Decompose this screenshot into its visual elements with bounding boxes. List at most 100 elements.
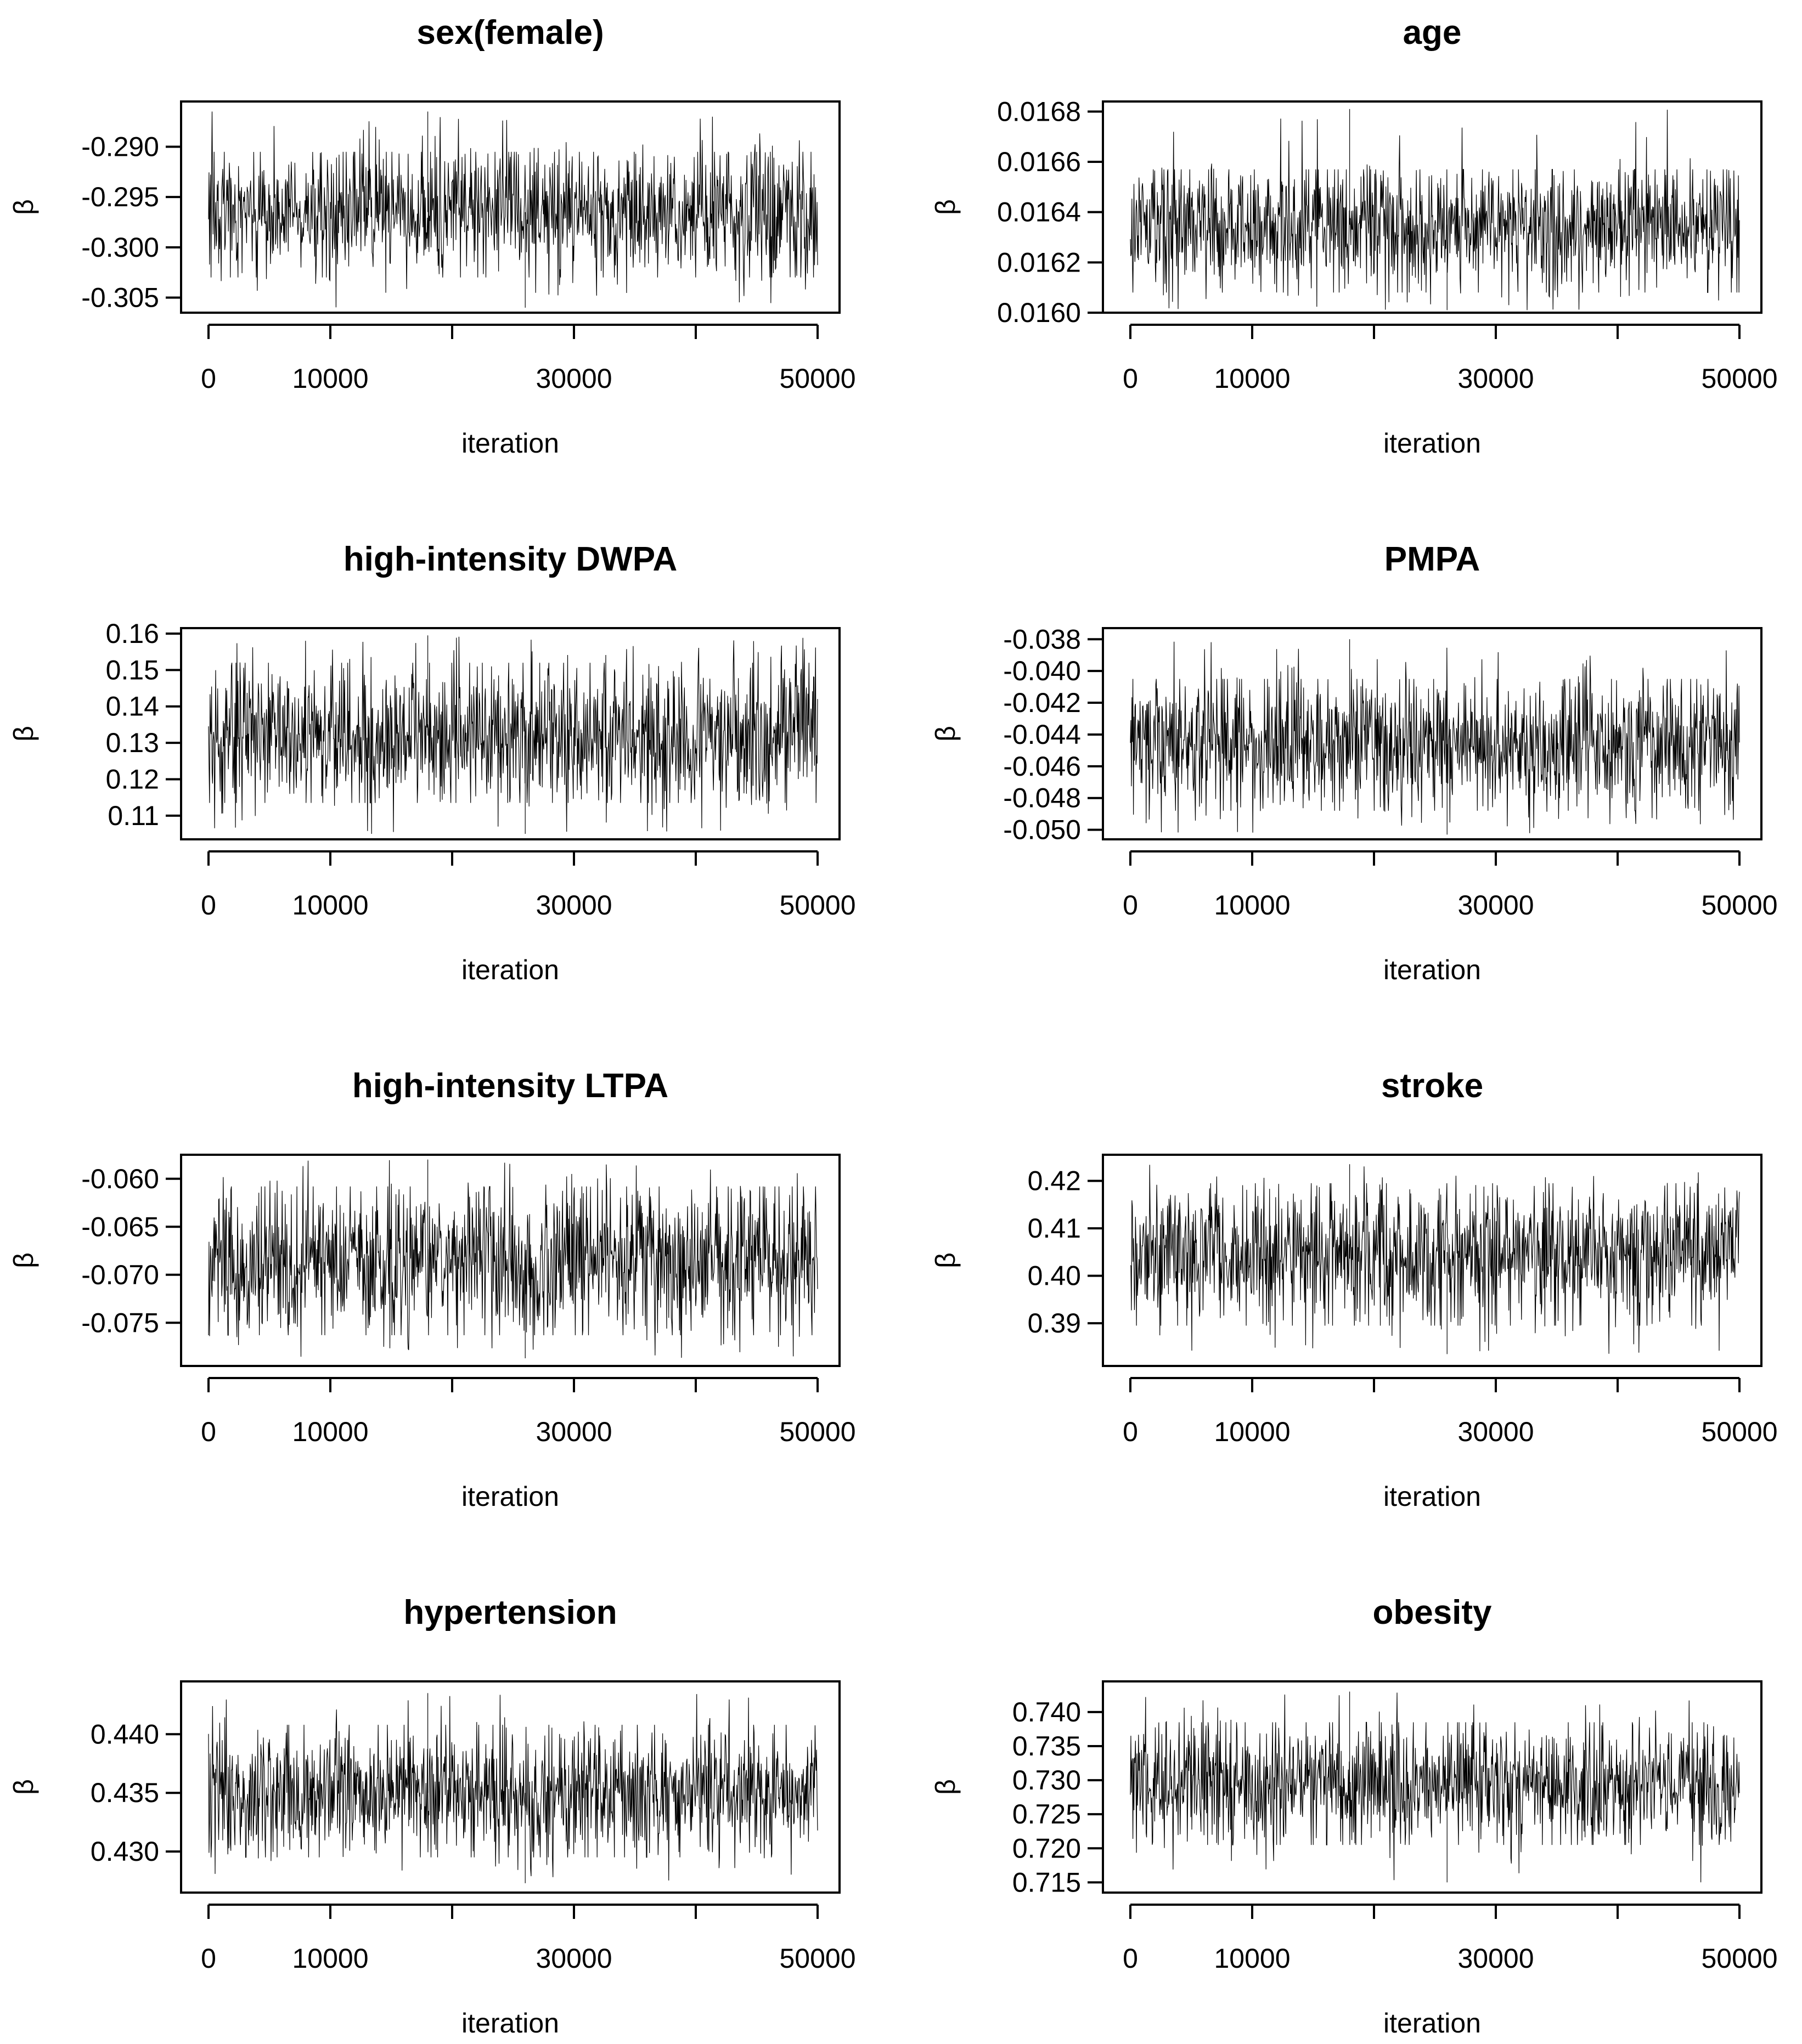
panel-title: high-intensity DWPA: [343, 540, 677, 578]
panel-title: stroke: [1381, 1067, 1483, 1105]
x-tick-label: 50000: [779, 1416, 855, 1447]
trace-line: [1130, 1165, 1740, 1354]
y-tick-label: 0.40: [1028, 1261, 1081, 1291]
panel-title: obesity: [1372, 1594, 1492, 1631]
y-tick-label: 0.440: [91, 1719, 159, 1749]
panel-title: sex(female): [416, 14, 604, 52]
x-tick-label: 0: [1123, 1943, 1138, 1974]
y-tick-label: -0.048: [1003, 783, 1081, 814]
y-tick-label: 0.730: [1012, 1765, 1081, 1795]
y-tick-label: 0.740: [1012, 1697, 1081, 1727]
y-tick-label: 0.0168: [997, 96, 1081, 127]
x-tick-label: 50000: [779, 1943, 855, 1974]
x-tick-label: 10000: [1214, 363, 1290, 394]
y-tick-label: 0.715: [1012, 1867, 1081, 1898]
y-axis-label: β: [8, 726, 39, 742]
x-tick-label: 10000: [292, 363, 368, 394]
x-tick-label: 30000: [1457, 1416, 1534, 1447]
y-tick-label: -0.075: [81, 1307, 159, 1338]
trace-panel: hypertension 0.440 0.435 0.430 β 0 10000 30000 5…: [8, 1594, 856, 2039]
x-tick-label: 50000: [1701, 1943, 1777, 1974]
y-tick-label: 0.720: [1012, 1833, 1081, 1864]
trace-line: [208, 636, 818, 834]
y-tick-label: 0.41: [1028, 1213, 1081, 1244]
y-tick-label: 0.725: [1012, 1799, 1081, 1830]
x-tick-label: 50000: [779, 890, 855, 921]
y-tick-label: 0.430: [91, 1836, 159, 1867]
trace-panel: high-intensity DWPA 0.16 0.15 0.14 0.13 0.12 0…: [8, 540, 856, 985]
x-axis-label: iteration: [461, 2008, 559, 2039]
y-axis-label: β: [8, 199, 39, 215]
plot-frame: [1102, 1154, 1762, 1367]
trace-line: [1130, 109, 1740, 310]
y-tick-label: 0.14: [106, 691, 159, 722]
y-tick-label: 0.0160: [997, 297, 1081, 328]
plot-frame: [180, 627, 841, 840]
y-tick-label: 0.735: [1012, 1731, 1081, 1761]
x-tick-label: 0: [1123, 890, 1138, 921]
x-axis-label: iteration: [1383, 1481, 1481, 1512]
trace-line: [1130, 641, 1740, 833]
x-tick-label: 10000: [1214, 1416, 1290, 1447]
panel-title: age: [1403, 14, 1462, 52]
x-axis-label: iteration: [1383, 955, 1481, 985]
y-tick-label: 0.15: [106, 654, 159, 685]
x-tick-label: 50000: [1701, 890, 1777, 921]
y-tick-label: -0.065: [81, 1211, 159, 1242]
plot-frame: [180, 1154, 841, 1367]
x-axis-label: iteration: [461, 1481, 559, 1512]
x-tick-label: 10000: [1214, 890, 1290, 921]
y-tick-label: -0.050: [1003, 815, 1081, 845]
x-axis-label: iteration: [461, 955, 559, 985]
x-tick-label: 30000: [1457, 363, 1534, 394]
plot-frame: [1102, 1680, 1762, 1894]
panel-title: hypertension: [403, 1594, 617, 1631]
x-tick-label: 50000: [1701, 1416, 1777, 1447]
trace-panel: stroke 0.42 0.41 0.40 0.39 β 0 10000 30000 50000 i…: [930, 1067, 1778, 1512]
x-axis-label: iteration: [1383, 428, 1481, 459]
x-tick-label: 30000: [536, 890, 612, 921]
y-tick-label: -0.044: [1003, 719, 1081, 750]
x-tick-label: 0: [201, 890, 216, 921]
x-tick-label: 30000: [536, 363, 612, 394]
x-tick-label: 0: [201, 1943, 216, 1974]
y-tick-label: 0.16: [106, 618, 159, 649]
y-axis-label: β: [930, 199, 961, 215]
x-tick-label: 10000: [292, 1943, 368, 1974]
y-tick-label: 0.0164: [997, 197, 1081, 228]
x-tick-label: 10000: [1214, 1943, 1290, 1974]
y-tick-label: 0.42: [1028, 1166, 1081, 1196]
y-tick-label: 0.13: [106, 727, 159, 758]
x-tick-label: 30000: [536, 1416, 612, 1447]
trace-line: [208, 1694, 818, 1881]
x-tick-label: 10000: [292, 1416, 368, 1447]
plot-frame: [180, 1680, 841, 1894]
y-tick-label: -0.290: [81, 132, 159, 162]
x-tick-label: 50000: [1701, 363, 1777, 394]
y-tick-label: -0.300: [81, 232, 159, 263]
y-tick-label: 0.39: [1028, 1308, 1081, 1339]
x-tick-label: 50000: [779, 363, 855, 394]
trace-panel: age 0.0168 0.0166 0.0164 0.0162 0.0160 β 0 10000…: [930, 14, 1778, 459]
x-tick-label: 0: [1123, 1416, 1138, 1447]
y-tick-label: -0.305: [81, 283, 159, 313]
x-tick-label: 0: [201, 1416, 216, 1447]
x-tick-label: 0: [1123, 363, 1138, 394]
x-tick-label: 30000: [1457, 1943, 1534, 1974]
y-tick-label: -0.046: [1003, 751, 1081, 782]
y-tick-label: -0.038: [1003, 624, 1081, 654]
y-axis-label: β: [8, 1252, 39, 1268]
x-axis-label: iteration: [461, 428, 559, 459]
y-tick-label: -0.040: [1003, 656, 1081, 686]
y-tick-label: 0.11: [108, 800, 159, 831]
y-axis-label: β: [930, 726, 961, 742]
trace-panel: PMPA -0.038-0.040-0.042-0.044-0.046-0.048…: [930, 540, 1778, 985]
y-tick-label: 0.435: [91, 1777, 159, 1808]
y-axis-label: β: [8, 1779, 39, 1795]
plot-frame: [180, 100, 841, 314]
y-tick-label: 0.0162: [997, 247, 1081, 278]
y-tick-label: -0.060: [81, 1164, 159, 1194]
x-tick-label: 10000: [292, 890, 368, 921]
